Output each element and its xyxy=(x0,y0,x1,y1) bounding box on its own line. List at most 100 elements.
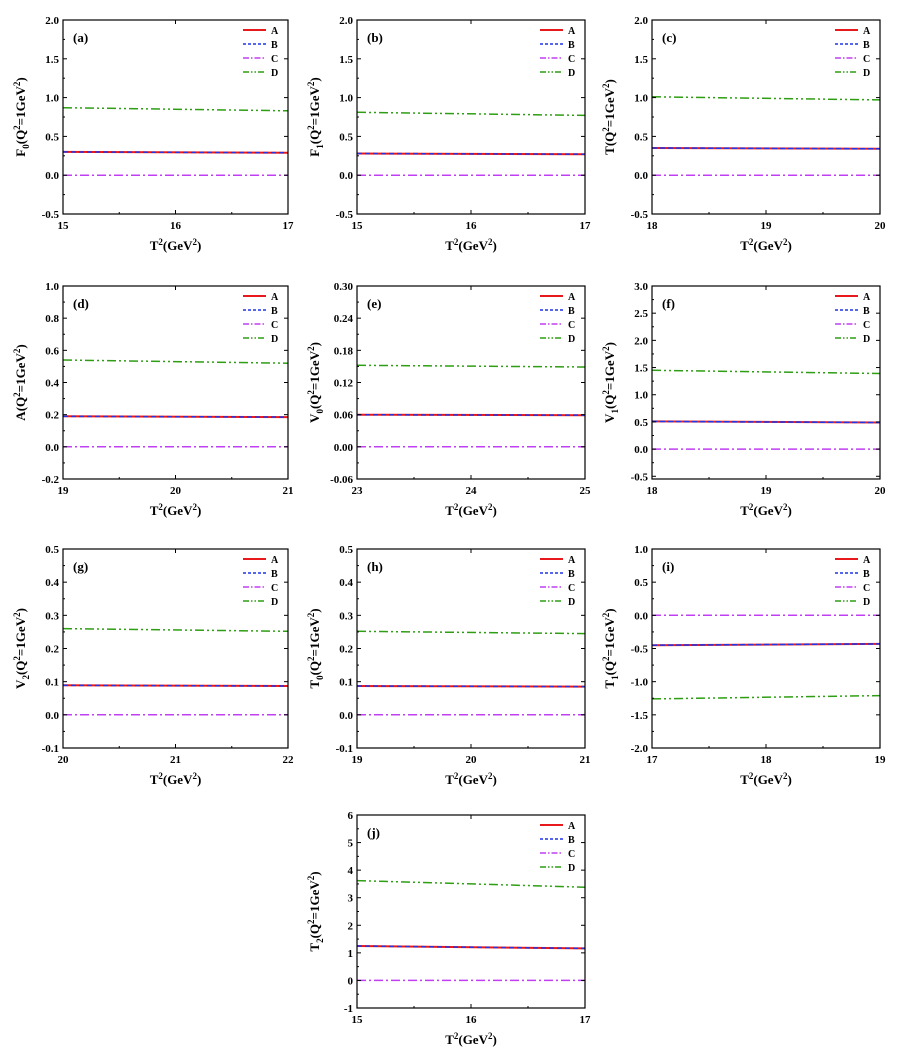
y-tick-label: 0.3 xyxy=(45,610,59,622)
y-tick-label: 0.0 xyxy=(634,170,648,182)
x-tick-label: 15 xyxy=(58,220,70,232)
y-tick-label: 4 xyxy=(348,865,354,877)
y-tick-label: 5 xyxy=(348,838,354,850)
y-axis-label: F1(Q2=1GeV2) xyxy=(306,77,325,156)
y-tick-label: 0.0 xyxy=(339,170,353,182)
legend-label-A: A xyxy=(568,821,576,832)
y-axis-label: F0(Q2=1GeV2) xyxy=(12,77,31,156)
legend-label-A: A xyxy=(863,555,871,566)
y-tick-label: 2.0 xyxy=(634,335,648,347)
panel-label: (d) xyxy=(73,296,89,311)
panel-label: (e) xyxy=(367,296,381,311)
y-axis-label: A(Q2=1GeV2) xyxy=(12,344,28,420)
y-tick-label: 1.0 xyxy=(45,93,59,105)
y-tick-label: 1.5 xyxy=(634,54,648,66)
legend-label-C: C xyxy=(271,320,278,331)
y-tick-label: 2 xyxy=(348,920,354,932)
y-axis-label: T2(Q2=1GeV2) xyxy=(306,871,325,951)
x-tick-label: 19 xyxy=(761,220,773,232)
x-tick-label: 23 xyxy=(352,485,364,497)
x-axis-label: T2(GeV2) xyxy=(740,771,792,787)
y-tick-label: 0.4 xyxy=(339,577,353,589)
legend-label-D: D xyxy=(271,68,278,79)
x-tick-label: 20 xyxy=(58,754,70,766)
y-tick-label: 0.00 xyxy=(334,442,354,454)
legend-label-D: D xyxy=(568,863,575,874)
panel-label: (c) xyxy=(662,30,676,45)
panel-label: (a) xyxy=(73,30,88,45)
plot-frame xyxy=(62,285,289,480)
legend-label-A: A xyxy=(568,555,576,566)
y-tick-label: 3.0 xyxy=(634,281,648,293)
y-tick-label: 1.0 xyxy=(634,93,648,105)
x-tick-label: 20 xyxy=(875,485,887,497)
y-tick-label: -0.1 xyxy=(336,743,353,755)
y-tick-label: -0.5 xyxy=(42,209,60,221)
y-tick-label: 0.2 xyxy=(45,410,59,422)
legend-label-A: A xyxy=(271,26,279,37)
x-tick-label: 21 xyxy=(283,485,294,497)
y-tick-label: 0.1 xyxy=(339,677,353,689)
x-axis-label: T2(GeV2) xyxy=(445,771,497,787)
y-tick-label: -2.0 xyxy=(631,743,649,755)
panel-label: (j) xyxy=(367,825,380,840)
y-tick-label: 0.4 xyxy=(45,378,59,390)
legend-label-C: C xyxy=(863,320,870,331)
x-tick-label: 19 xyxy=(58,485,70,497)
y-tick-label: 2.5 xyxy=(634,308,648,320)
x-axis-label: T2(GeV2) xyxy=(150,771,202,787)
y-axis-label: T(Q2=1GeV2) xyxy=(601,79,617,155)
x-tick-label: 17 xyxy=(580,220,592,232)
y-tick-label: 3 xyxy=(348,893,354,905)
series-B-line xyxy=(62,684,289,687)
y-tick-label: 0.5 xyxy=(339,544,353,556)
series-D-line xyxy=(356,630,586,635)
x-tick-label: 20 xyxy=(466,754,478,766)
plot-frame xyxy=(356,814,586,1009)
y-tick-label: 0.18 xyxy=(334,345,354,357)
y-tick-label: 0.30 xyxy=(334,281,354,293)
legend-label-A: A xyxy=(863,26,871,37)
y-tick-label: 2.0 xyxy=(45,15,59,27)
y-tick-label: -0.5 xyxy=(631,644,649,656)
y-axis-label: V0(Q2=1GeV2) xyxy=(306,342,325,423)
legend-label-C: C xyxy=(271,54,278,65)
y-tick-label: 0.5 xyxy=(634,577,648,589)
plot-frame xyxy=(62,19,289,215)
x-tick-label: 17 xyxy=(580,1014,592,1026)
y-tick-label: -0.5 xyxy=(631,471,649,483)
y-tick-label: -1.0 xyxy=(631,677,649,689)
y-tick-label: 0.3 xyxy=(339,610,353,622)
y-tick-label: 0.0 xyxy=(45,442,59,454)
series-B-line xyxy=(356,945,586,950)
series-B-line xyxy=(356,152,586,155)
plot-frame xyxy=(651,19,881,215)
x-axis-label: T2(GeV2) xyxy=(740,502,792,518)
legend-label-B: B xyxy=(271,40,278,51)
panel-label: (b) xyxy=(367,30,383,45)
y-tick-label: 2.0 xyxy=(634,15,648,27)
legend-label-C: C xyxy=(271,583,278,594)
plot-frame xyxy=(356,19,586,215)
plot-frame xyxy=(356,548,586,749)
y-tick-label: 0.6 xyxy=(45,345,59,357)
y-tick-label: 6 xyxy=(348,810,354,822)
x-axis-label: T2(GeV2) xyxy=(150,237,202,253)
y-tick-label: 0.8 xyxy=(45,313,59,325)
legend-label-C: C xyxy=(863,54,870,65)
series-D-line xyxy=(356,364,586,368)
y-tick-label: -0.06 xyxy=(330,474,353,486)
x-tick-label: 18 xyxy=(647,220,659,232)
x-tick-label: 21 xyxy=(580,754,591,766)
y-tick-label: -0.1 xyxy=(42,743,59,755)
series-D-line xyxy=(651,694,881,700)
x-tick-label: 25 xyxy=(580,485,592,497)
legend-label-C: C xyxy=(863,583,870,594)
legend-label-B: B xyxy=(271,569,278,580)
